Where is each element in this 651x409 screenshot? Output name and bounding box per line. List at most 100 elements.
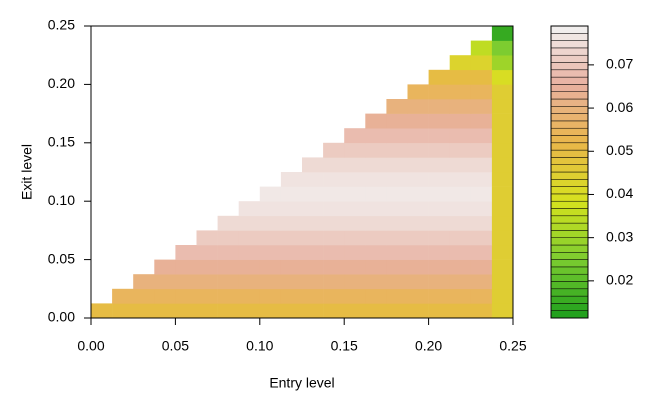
heatmap-cell <box>323 274 345 290</box>
colorbar-band <box>550 40 589 49</box>
heatmap-cell <box>154 274 176 290</box>
heatmap-cell <box>365 113 387 129</box>
heatmap-cell <box>449 128 472 144</box>
heatmap-cell <box>175 245 197 260</box>
heatmap-cell <box>386 230 408 246</box>
heatmap-cell <box>365 201 387 217</box>
colorbar-band <box>550 157 589 165</box>
heatmap-cell <box>302 186 324 202</box>
heatmap-cell <box>428 99 450 114</box>
heatmap-cell <box>365 186 387 202</box>
heatmap-cell <box>238 230 261 246</box>
heatmap-cell <box>238 274 261 290</box>
heatmap-cell <box>407 84 429 100</box>
heatmap-cells <box>91 26 514 319</box>
heatmap-cell <box>344 230 366 246</box>
heatmap-cell <box>470 215 493 231</box>
heatmap-cell <box>470 157 493 173</box>
heatmap-cell <box>344 303 366 319</box>
heatmap-cell <box>323 230 345 246</box>
colorbar-band <box>550 149 589 158</box>
colorbar-band <box>550 303 589 311</box>
heatmap-cell <box>491 259 514 275</box>
heatmap-cell <box>386 245 408 260</box>
colorbar-band <box>550 310 589 319</box>
heatmap-cell <box>407 142 429 158</box>
heatmap-cell <box>365 142 387 158</box>
heatmap-cell <box>407 186 429 202</box>
heatmap-cell <box>112 303 134 319</box>
heatmap-cell <box>407 201 429 217</box>
heatmap-cell <box>154 303 176 319</box>
heatmap-cell <box>154 259 176 275</box>
heatmap-cell <box>196 259 218 275</box>
heatmap-cell <box>386 142 408 158</box>
heatmap-cell <box>365 157 387 173</box>
heatmap-cell <box>449 172 472 187</box>
heatmap-cell <box>259 259 282 275</box>
heatmap-cell <box>196 245 218 260</box>
heatmap-cell <box>491 55 514 71</box>
colorbar-band <box>550 237 589 246</box>
colorbar-band <box>550 171 589 180</box>
plot-frame <box>90 25 514 319</box>
heatmap-cell <box>470 186 493 202</box>
colorbar-band <box>550 113 589 122</box>
heatmap-cell <box>449 303 472 319</box>
heatmap-cell <box>344 259 366 275</box>
heatmap-cell <box>323 288 345 304</box>
heatmap-cell <box>491 40 514 56</box>
heatmap-cell <box>470 55 493 71</box>
colorbar-band <box>550 288 589 297</box>
heatmap-cell <box>407 259 429 275</box>
heatmap-cell <box>449 142 472 158</box>
heatmap-cell <box>280 230 303 246</box>
heatmap-cell <box>407 215 429 231</box>
heatmap-cell <box>238 245 261 260</box>
heatmap-cell <box>491 201 514 217</box>
heatmap-cell <box>365 128 387 144</box>
y-tick-label: 0.15 <box>48 134 75 150</box>
heatmap-cell <box>428 230 450 246</box>
heatmap-cell <box>280 303 303 319</box>
y-tick-label: 0.25 <box>48 17 75 33</box>
heatmap-cell <box>407 128 429 144</box>
y-tick-label: 0.10 <box>48 192 75 208</box>
colorbar-frame <box>550 25 589 319</box>
heatmap-cell <box>470 201 493 217</box>
heatmap-cell <box>259 230 282 246</box>
x-tick-label: 0.05 <box>162 338 189 354</box>
colorbar-tick-label: 0.06 <box>606 99 633 115</box>
heatmap-cell <box>470 230 493 246</box>
heatmap-cell <box>386 288 408 304</box>
colorbar-band <box>550 135 589 144</box>
heatmap-cell <box>386 201 408 217</box>
colorbar-band <box>550 222 589 231</box>
heatmap-cell <box>133 288 155 304</box>
heatmap-cell <box>259 215 282 231</box>
heatmap-cell <box>323 157 345 173</box>
colorbar-band <box>550 179 589 187</box>
heatmap-cell <box>449 259 472 275</box>
colorbar-band <box>550 200 589 209</box>
heatmap-cell <box>344 186 366 202</box>
colorbar-band <box>550 76 589 85</box>
heatmap-cell <box>365 215 387 231</box>
heatmap-cell <box>365 245 387 260</box>
colorbar-band <box>550 106 589 114</box>
heatmap-cell <box>280 215 303 231</box>
y-tick-label: 0.05 <box>48 250 75 266</box>
colorbar-band <box>550 273 589 282</box>
heatmap-cell <box>238 288 261 304</box>
heatmap-cell <box>238 303 261 319</box>
heatmap-cell <box>302 201 324 217</box>
heatmap-cell <box>491 186 514 202</box>
heatmap-cell <box>428 215 450 231</box>
heatmap-cell <box>449 186 472 202</box>
heatmap-cell <box>344 157 366 173</box>
heatmap-cell <box>491 215 514 231</box>
heatmap-cell <box>470 274 493 290</box>
heatmap-cell <box>470 245 493 260</box>
heatmap-cell <box>449 99 472 114</box>
